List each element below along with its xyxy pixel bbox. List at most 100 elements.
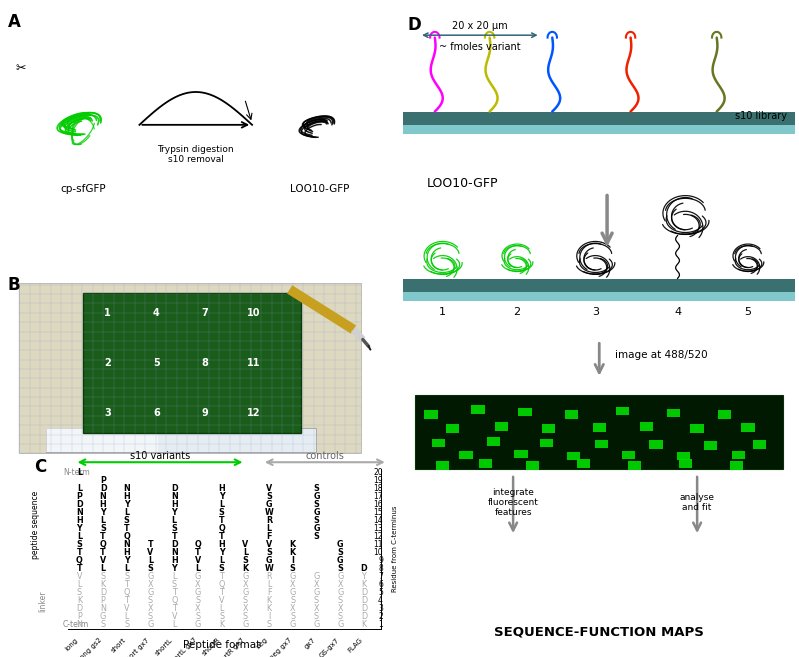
Text: S: S (313, 516, 320, 525)
Text: D: D (361, 588, 367, 597)
Text: S: S (267, 620, 272, 629)
Text: GS-gx7: GS-gx7 (318, 637, 340, 657)
Text: G: G (313, 492, 320, 501)
Text: G: G (337, 588, 344, 597)
Text: L: L (219, 500, 225, 509)
Text: 2: 2 (378, 612, 383, 622)
Text: ✂: ✂ (16, 62, 26, 76)
Bar (741, 423, 755, 432)
Text: 5: 5 (745, 307, 752, 317)
Text: L: L (267, 524, 272, 533)
Text: 13: 13 (373, 524, 383, 533)
Text: L: L (125, 612, 129, 622)
Text: T: T (77, 564, 82, 574)
Text: G: G (266, 556, 272, 565)
Text: C-term: C-term (63, 620, 89, 629)
Text: V: V (100, 556, 106, 565)
Text: 5: 5 (153, 358, 160, 368)
Text: Y: Y (219, 492, 225, 501)
Text: S: S (219, 564, 225, 574)
Text: G: G (313, 572, 320, 581)
Bar (542, 424, 555, 433)
Text: X: X (314, 580, 320, 589)
Bar (690, 424, 704, 433)
Text: L: L (77, 468, 82, 477)
Text: Q: Q (195, 540, 201, 549)
Text: S: S (337, 548, 343, 557)
Text: 15: 15 (373, 508, 383, 517)
Text: G: G (195, 588, 201, 597)
Text: G: G (313, 524, 320, 533)
Text: T: T (101, 532, 106, 541)
Text: L: L (125, 564, 129, 574)
Text: S: S (77, 588, 82, 597)
Text: G: G (313, 588, 320, 597)
Text: G: G (290, 572, 296, 581)
Text: S: S (172, 580, 177, 589)
Bar (622, 451, 635, 459)
Text: A: A (8, 13, 21, 31)
Text: S: S (148, 612, 153, 622)
Text: T: T (219, 516, 225, 525)
Text: S: S (101, 620, 105, 629)
Text: SEQUENCE-FUNCTION MAPS: SEQUENCE-FUNCTION MAPS (495, 625, 704, 639)
Text: L: L (219, 556, 225, 565)
Text: G: G (337, 556, 344, 565)
Text: S: S (313, 500, 320, 509)
Text: V: V (266, 540, 272, 549)
Text: L: L (101, 516, 105, 525)
Text: long gs2: long gs2 (78, 637, 103, 657)
Text: T: T (125, 580, 129, 589)
Text: I: I (268, 612, 270, 622)
Text: S: S (338, 612, 343, 622)
Text: X: X (314, 604, 320, 613)
Text: S: S (314, 612, 319, 622)
Text: H: H (76, 516, 83, 525)
Text: 20: 20 (373, 468, 383, 477)
Text: 1: 1 (378, 620, 383, 629)
Text: S: S (243, 612, 248, 622)
Bar (415, 396, 783, 469)
Text: 5: 5 (378, 588, 383, 597)
Bar (479, 459, 492, 468)
Text: 1: 1 (104, 307, 111, 318)
Text: 16: 16 (373, 500, 383, 509)
Bar (667, 409, 680, 417)
Bar (616, 407, 630, 415)
Text: X: X (290, 580, 296, 589)
Text: s10 variants: s10 variants (130, 451, 190, 461)
Text: P: P (101, 597, 105, 605)
Text: S: S (266, 492, 272, 501)
Bar (732, 451, 745, 459)
Text: S: S (148, 597, 153, 605)
Text: P: P (100, 476, 106, 485)
Text: 8: 8 (201, 358, 209, 368)
Text: V: V (172, 612, 177, 622)
Text: S: S (219, 508, 225, 517)
Text: 12: 12 (373, 532, 383, 541)
Text: D: D (100, 484, 106, 493)
Text: integrate
fluorescent
features: integrate fluorescent features (487, 487, 539, 518)
Text: 3: 3 (378, 604, 383, 613)
Text: shortL gx7: shortL gx7 (168, 637, 198, 657)
Text: G: G (242, 572, 248, 581)
Text: V: V (195, 556, 201, 565)
Text: 10: 10 (373, 548, 383, 557)
Text: 12: 12 (247, 408, 260, 418)
Text: T: T (101, 548, 106, 557)
Text: N: N (100, 492, 106, 501)
Text: S: S (219, 612, 225, 622)
Text: Peptide format: Peptide format (183, 640, 260, 650)
Text: V: V (266, 484, 272, 493)
Text: L: L (172, 620, 177, 629)
Text: N: N (171, 492, 177, 501)
Text: 2: 2 (514, 307, 521, 317)
Bar (593, 423, 606, 432)
Text: 11: 11 (247, 358, 260, 368)
Text: G: G (313, 508, 320, 517)
Text: S: S (124, 516, 129, 525)
Bar (650, 440, 662, 449)
Text: T: T (148, 540, 153, 549)
Text: S: S (125, 620, 129, 629)
Text: T: T (172, 588, 177, 597)
